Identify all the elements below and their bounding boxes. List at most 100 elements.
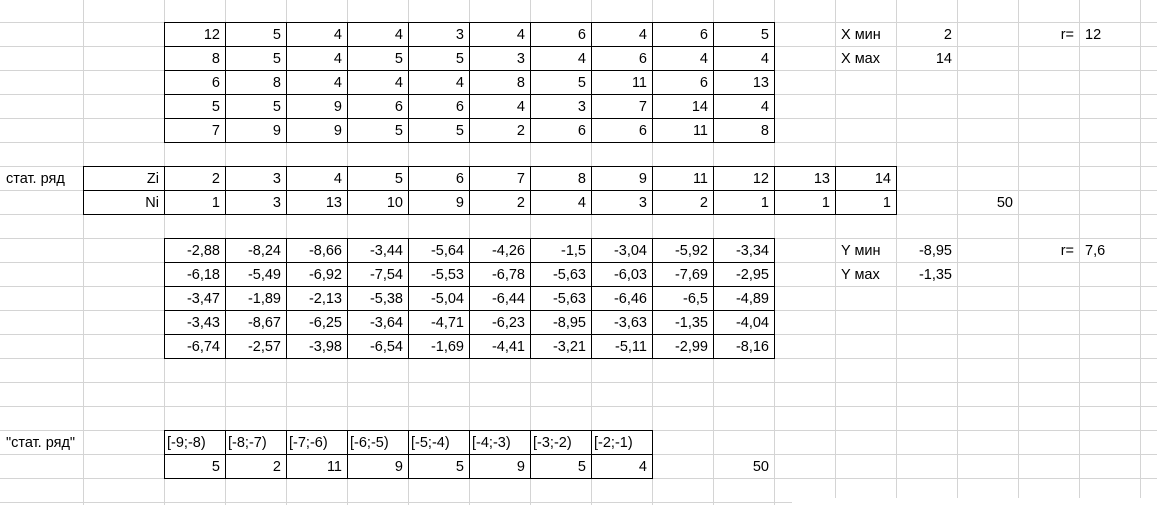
x-value-cell: 5	[577, 75, 586, 91]
interval-series-title: "стат. ряд"	[6, 435, 76, 451]
y-value-cell: -5,63	[552, 267, 586, 283]
y-value-cell: -6,78	[491, 267, 525, 283]
ni-value-cell: 1	[882, 195, 891, 211]
x-value-cell: 6	[638, 51, 647, 67]
zi-label: Zi	[146, 171, 159, 187]
x-value-cell: 2	[516, 123, 525, 139]
stat-series-title: стат. ряд	[6, 171, 65, 187]
x-range-label: r=	[1060, 27, 1074, 43]
y-value-cell: -4,89	[735, 291, 769, 307]
y-value-cell: -3,34	[735, 243, 769, 259]
x-max-label: X мах	[841, 51, 880, 67]
zi-value-cell: 7	[516, 171, 525, 187]
interval-count-cell: 5	[211, 459, 220, 475]
x-min-label: X мин	[841, 27, 881, 43]
x-value-cell: 6	[455, 99, 464, 115]
x-value-cell: 8	[272, 75, 281, 91]
y-value-cell: -8,95	[552, 315, 586, 331]
y-value-cell: -2,57	[247, 339, 281, 355]
y-value-cell: -2,13	[308, 291, 342, 307]
interval-count-cell: 11	[326, 459, 342, 475]
x-value-cell: 6	[394, 99, 403, 115]
x-range-value: 12	[1085, 27, 1102, 43]
y-value-cell: -7,69	[674, 267, 708, 283]
y-max-label: Y мах	[841, 267, 880, 283]
x-value-cell: 8	[211, 51, 220, 67]
x-value-cell: 4	[333, 51, 342, 67]
y-value-cell: -1,5	[561, 243, 586, 259]
interval-count-cell: 9	[394, 459, 403, 475]
y-value-cell: -3,64	[369, 315, 403, 331]
y-value-cell: -1,35	[674, 315, 708, 331]
y-value-cell: -5,49	[247, 267, 281, 283]
interval-count-cell: 4	[638, 459, 647, 475]
y-min-label: Y мин	[841, 243, 881, 259]
interval-label-cell: [-9;-8)	[167, 435, 206, 451]
x-value-cell: 6	[638, 123, 647, 139]
x-value-cell: 5	[272, 51, 281, 67]
y-value-cell: -4,41	[491, 339, 525, 355]
x-value-cell: 6	[699, 75, 708, 91]
y-value-cell: -6,74	[186, 339, 220, 355]
ni-value-cell: 2	[699, 195, 708, 211]
x-value-cell: 4	[699, 51, 708, 67]
x-value-cell: 6	[577, 27, 586, 43]
y-value-cell: -5,11	[615, 339, 647, 355]
ni-label: Ni	[145, 195, 159, 211]
zi-value-cell: 11	[692, 171, 708, 187]
zi-value-cell: 12	[752, 171, 769, 187]
interval-label-cell: [-5;-4)	[411, 435, 450, 451]
x-value-cell: 5	[455, 51, 464, 67]
x-value-cell: 4	[333, 75, 342, 91]
ni-value-cell: 1	[760, 195, 769, 211]
x-max-value: 14	[935, 51, 952, 67]
ni-value-cell: 13	[325, 195, 342, 211]
y-value-cell: -6,03	[613, 267, 647, 283]
y-value-cell: -4,71	[430, 315, 464, 331]
x-value-cell: 4	[394, 27, 403, 43]
x-value-cell: 3	[577, 99, 586, 115]
y-value-cell: -3,98	[308, 339, 342, 355]
x-value-cell: 14	[691, 99, 708, 115]
x-value-cell: 6	[577, 123, 586, 139]
y-value-cell: -8,67	[247, 315, 281, 331]
x-min-value: 2	[943, 27, 952, 43]
interval-count-cell: 5	[577, 459, 586, 475]
y-value-cell: -5,92	[674, 243, 708, 259]
y-value-cell: -6,23	[491, 315, 525, 331]
zi-value-cell: 2	[211, 171, 220, 187]
x-value-cell: 4	[516, 99, 525, 115]
x-value-cell: 9	[333, 99, 342, 115]
interval-count-cell: 5	[455, 459, 464, 475]
zi-value-cell: 6	[455, 171, 464, 187]
x-value-cell: 4	[394, 75, 403, 91]
interval-count-cell: 9	[516, 459, 525, 475]
y-range-label: r=	[1060, 243, 1074, 259]
y-value-cell: -5,53	[430, 267, 464, 283]
x-value-cell: 5	[272, 27, 281, 43]
ni-value-cell: 1	[821, 195, 830, 211]
ni-value-cell: 3	[638, 195, 647, 211]
y-value-cell: -2,88	[186, 243, 220, 259]
interval-total: 50	[752, 459, 769, 475]
x-value-cell: 9	[333, 123, 342, 139]
zi-value-cell: 8	[577, 171, 586, 187]
y-value-cell: -5,64	[430, 243, 464, 259]
ni-total: 50	[996, 195, 1013, 211]
zi-value-cell: 4	[333, 171, 342, 187]
x-value-cell: 6	[211, 75, 220, 91]
zi-value-cell: 3	[272, 171, 281, 187]
ni-value-cell: 10	[386, 195, 403, 211]
y-value-cell: -7,54	[369, 267, 403, 283]
ni-value-cell: 2	[516, 195, 525, 211]
x-value-cell: 5	[394, 51, 403, 67]
x-value-cell: 5	[272, 99, 281, 115]
x-value-cell: 11	[692, 123, 708, 139]
x-value-cell: 3	[455, 27, 464, 43]
y-value-cell: -6,5	[683, 291, 708, 307]
y-value-cell: -3,04	[613, 243, 647, 259]
y-value-cell: -6,92	[308, 267, 342, 283]
ni-value-cell: 9	[455, 195, 464, 211]
interval-label-cell: [-8;-7)	[228, 435, 267, 451]
x-value-cell: 4	[516, 27, 525, 43]
